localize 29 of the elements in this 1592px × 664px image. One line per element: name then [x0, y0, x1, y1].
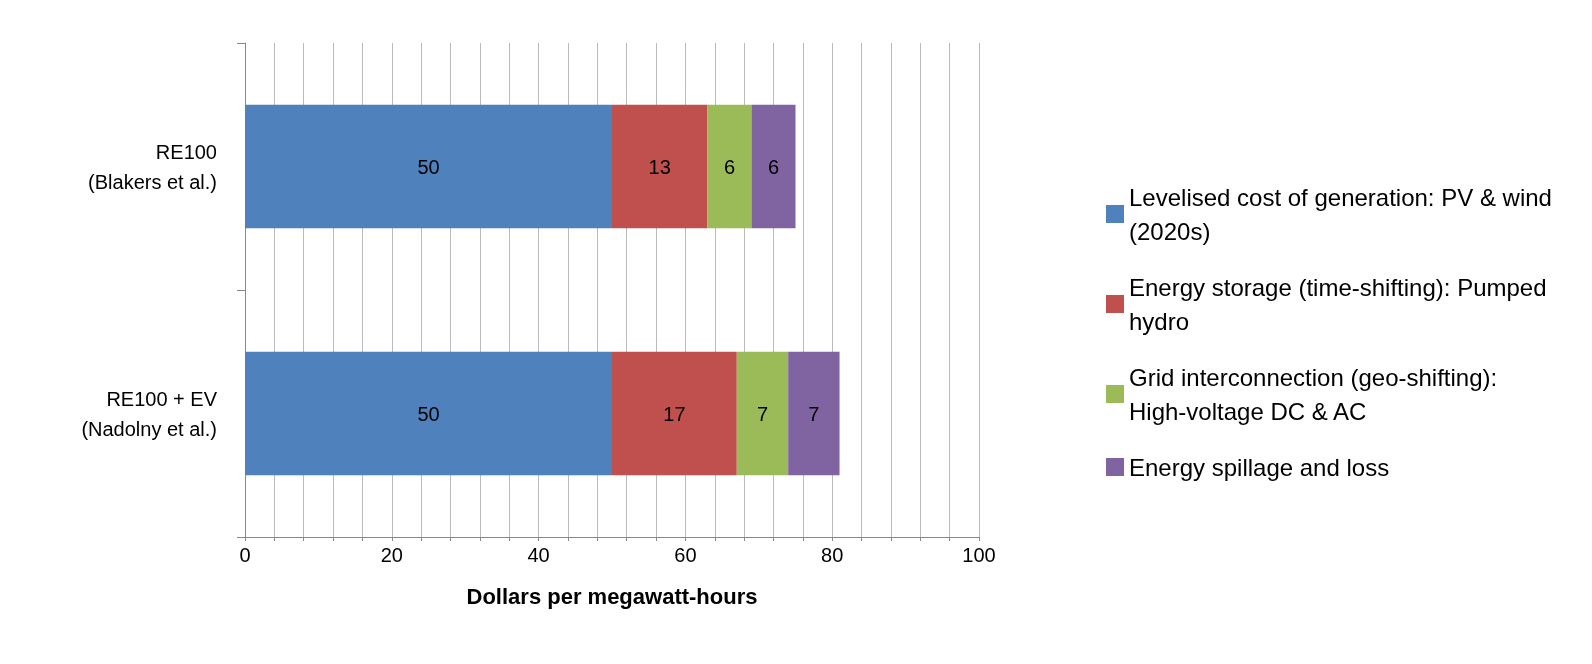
data-label: 17	[663, 402, 686, 425]
data-label: 13	[648, 155, 671, 178]
legend-label: Energy spillage and loss	[1129, 453, 1390, 481]
bar	[751, 104, 796, 229]
bar	[707, 104, 752, 229]
x-axis-title: Dollars per megawatt-hours	[466, 583, 758, 609]
data-label: 7	[808, 402, 820, 425]
bar	[612, 351, 737, 476]
legend-label: Grid interconnection (geo-shifting): High-voltage DC & AC	[1129, 363, 1504, 425]
x-tick-label: 40	[527, 544, 550, 566]
y-tick-label: RE100 + EV (Nadolny et al.)	[81, 387, 218, 440]
data-label: 7	[756, 402, 769, 425]
x-tick-label: 20	[380, 544, 403, 566]
x-tick-label: 100	[962, 544, 996, 566]
bar	[612, 104, 708, 229]
legend-label: Levelised cost of generation: PV & wind (2020s)	[1129, 183, 1559, 245]
bar	[788, 351, 840, 476]
data-label: 50	[417, 155, 440, 178]
bar	[245, 104, 612, 229]
x-tick-label: 60	[674, 544, 697, 566]
y-tick-label: RE100 (Blakers et al.)	[88, 140, 217, 193]
bar	[736, 351, 789, 476]
legend-label: Energy storage (time-shifting): Pumped hydro	[1129, 273, 1554, 335]
x-tick-label: 0	[239, 544, 251, 566]
data-label: 50	[417, 402, 440, 425]
data-label: 6	[767, 155, 780, 178]
x-tick-label: 80	[821, 544, 844, 566]
bar	[245, 351, 612, 476]
data-label: 6	[723, 155, 735, 178]
